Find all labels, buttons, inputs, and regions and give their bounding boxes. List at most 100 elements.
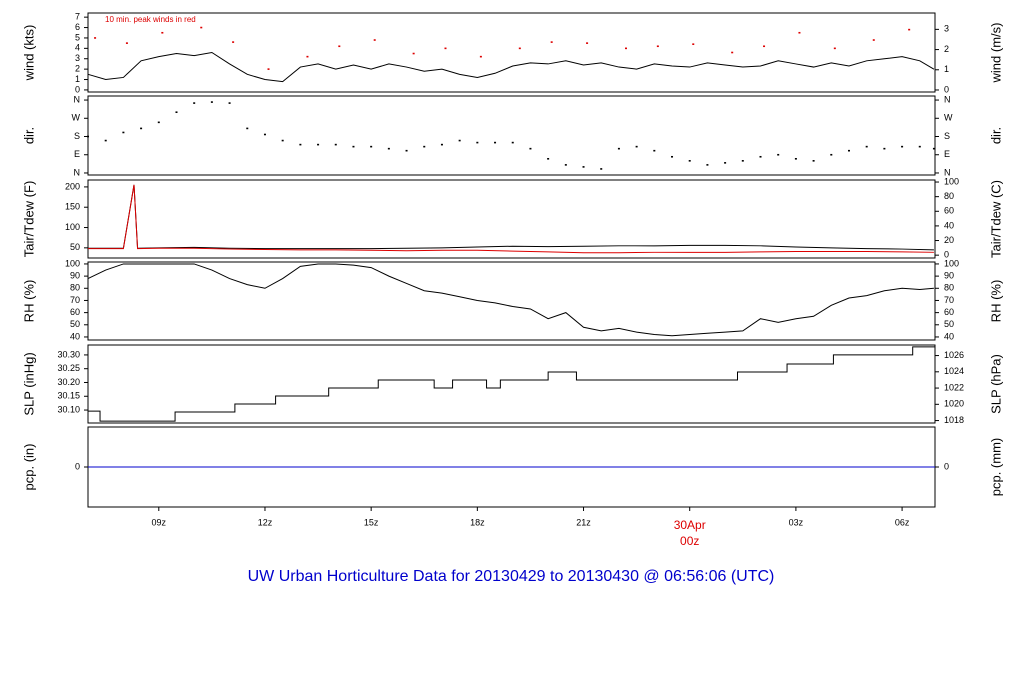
- data-point: [306, 55, 309, 58]
- data-point: [518, 47, 521, 50]
- step-line: [88, 346, 935, 422]
- data-point: [334, 143, 337, 146]
- data-point: [932, 147, 935, 150]
- data-point: [440, 143, 443, 146]
- data-point: [175, 111, 178, 114]
- x-tick-label: 30Apr: [674, 518, 706, 532]
- x-tick-label: 21z: [576, 517, 591, 527]
- y-tick-label: 0: [75, 461, 80, 471]
- y-tick-label: 80: [70, 283, 80, 293]
- y2-tick-label: 3: [944, 24, 949, 34]
- data-point: [529, 147, 532, 150]
- y-axis-label: dir.: [21, 127, 36, 144]
- y2-tick-label: 1024: [944, 366, 964, 376]
- y-tick-label: 60: [70, 307, 80, 317]
- data-point: [794, 157, 797, 160]
- y2-tick-label: 50: [944, 319, 954, 329]
- data-point: [653, 149, 656, 152]
- panel-frame: [87, 179, 936, 259]
- x-tick-label: 18z: [470, 517, 485, 527]
- y-tick-label: 30.25: [57, 363, 80, 373]
- data-point: [759, 155, 762, 158]
- y2-tick-label: 1018: [944, 415, 964, 425]
- data-point: [901, 145, 904, 148]
- data-point: [724, 162, 727, 164]
- data-point: [94, 37, 97, 39]
- data-point: [479, 55, 482, 58]
- data-point: [122, 131, 125, 134]
- data-point: [161, 31, 164, 34]
- data-point: [883, 147, 886, 150]
- y-tick-label: 100: [65, 222, 80, 232]
- data-point: [317, 143, 320, 146]
- y2-tick-label: 0: [944, 461, 949, 471]
- data-point: [586, 42, 589, 44]
- y2-tick-label: 100: [944, 176, 959, 186]
- y-tick-label: 5: [75, 32, 80, 42]
- y-tick-label: 7: [75, 12, 80, 22]
- data-point: [140, 127, 143, 130]
- y-axis-label: pcp. (in): [21, 444, 36, 491]
- data-point: [582, 166, 585, 168]
- y2-tick-label: 1026: [944, 350, 964, 360]
- y-tick-label: 4: [75, 43, 80, 53]
- y2-tick-label: 1020: [944, 399, 964, 409]
- y-tick-label: 0: [75, 84, 80, 94]
- y2-axis-label: SLP (hPa): [988, 354, 1003, 414]
- y-tick-label: 30.15: [57, 391, 80, 401]
- y2-tick-label: 20: [944, 235, 954, 245]
- data-point: [352, 145, 355, 148]
- y2-axis-label: RH (%): [988, 280, 1003, 323]
- data-line: [88, 184, 934, 251]
- data-point: [200, 26, 203, 29]
- y2-tick-label: 100: [944, 258, 959, 268]
- data-point: [511, 141, 514, 144]
- y2-tick-label: 0: [944, 250, 949, 260]
- data-point: [688, 160, 691, 162]
- y2-tick-label: 40: [944, 220, 954, 230]
- y2-tick-label: 80: [944, 283, 954, 293]
- y2-tick-label: N: [944, 94, 951, 104]
- data-point: [706, 164, 709, 166]
- y-tick-label: 150: [65, 202, 80, 212]
- data-point: [281, 139, 284, 142]
- panel-frame: [87, 12, 936, 93]
- data-point: [731, 51, 734, 54]
- y2-tick-label: W: [944, 113, 953, 123]
- x-tick-label: 09z: [152, 517, 167, 527]
- y-tick-label: 3: [75, 53, 80, 63]
- data-point: [564, 164, 567, 166]
- y-tick-label: 2: [75, 64, 80, 74]
- data-line: [87, 51, 935, 83]
- y-tick-label: 40: [70, 331, 80, 341]
- data-point: [263, 133, 266, 136]
- data-point: [635, 145, 638, 148]
- y2-tick-label: 0: [944, 84, 949, 94]
- y2-axis-label: pcp. (mm): [988, 438, 1003, 497]
- y-tick-label: 30.30: [57, 349, 80, 359]
- data-point: [157, 121, 160, 124]
- data-point: [232, 41, 235, 43]
- y-tick-label: 50: [70, 319, 80, 329]
- data-point: [763, 45, 766, 48]
- y-axis-label: RH (%): [21, 280, 36, 323]
- data-point: [246, 127, 249, 130]
- y2-tick-label: 60: [944, 307, 954, 317]
- y2-axis-label: Tair/Tdew (C): [988, 180, 1003, 258]
- x-tick-label: 06z: [895, 517, 910, 527]
- y-tick-label: 100: [65, 258, 80, 268]
- data-point: [625, 47, 628, 50]
- y-tick-label: 30.10: [57, 404, 80, 414]
- x-tick-label: 15z: [364, 517, 379, 527]
- data-point: [299, 143, 302, 146]
- y-tick-label: 70: [70, 295, 80, 305]
- y-tick-label: 1: [75, 74, 80, 84]
- panel-frame: [87, 344, 936, 424]
- data-point: [373, 39, 376, 41]
- data-point: [338, 45, 341, 48]
- data-point: [210, 101, 213, 103]
- data-point: [547, 157, 550, 160]
- y2-tick-label: 40: [944, 331, 954, 341]
- data-point: [918, 145, 921, 148]
